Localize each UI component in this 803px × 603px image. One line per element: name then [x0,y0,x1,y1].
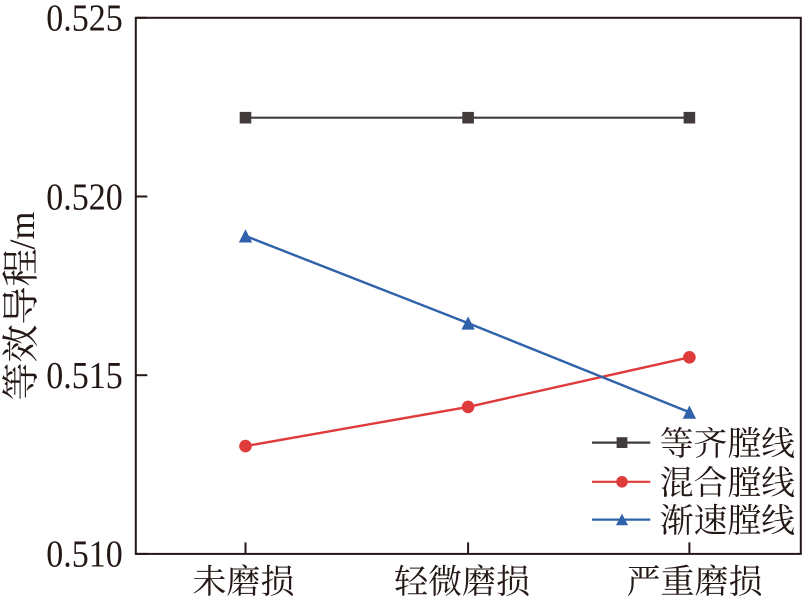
svg-text:0.525: 0.525 [46,0,122,39]
svg-text:0.520: 0.520 [46,175,122,217]
svg-text:0.515: 0.515 [46,354,122,396]
svg-text:0.510: 0.510 [46,533,122,575]
svg-text:/m: /m [2,211,42,249]
